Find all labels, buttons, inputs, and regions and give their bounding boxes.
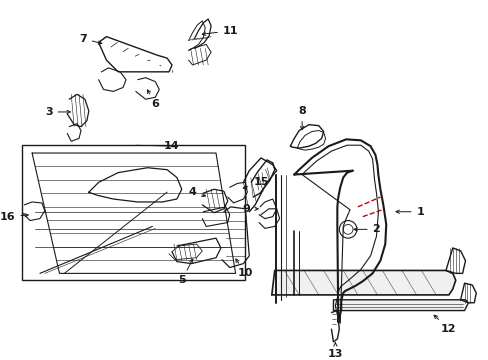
Text: 4: 4 [188, 187, 205, 197]
Text: 12: 12 [433, 315, 456, 334]
Text: 9: 9 [242, 204, 258, 214]
Text: 15: 15 [243, 177, 268, 189]
Text: 8: 8 [298, 106, 305, 130]
Polygon shape [22, 145, 245, 280]
Text: 3: 3 [45, 107, 70, 117]
Text: 2: 2 [353, 224, 380, 234]
Text: 1: 1 [395, 207, 424, 217]
Text: 14: 14 [164, 141, 180, 151]
Text: 10: 10 [235, 259, 253, 278]
Text: 7: 7 [79, 33, 102, 44]
Polygon shape [271, 270, 455, 295]
Text: 6: 6 [147, 90, 159, 109]
Polygon shape [333, 300, 468, 311]
Text: 5: 5 [178, 259, 192, 285]
Text: 11: 11 [202, 26, 238, 36]
Text: 13: 13 [327, 343, 343, 359]
Text: 16: 16 [0, 212, 28, 222]
